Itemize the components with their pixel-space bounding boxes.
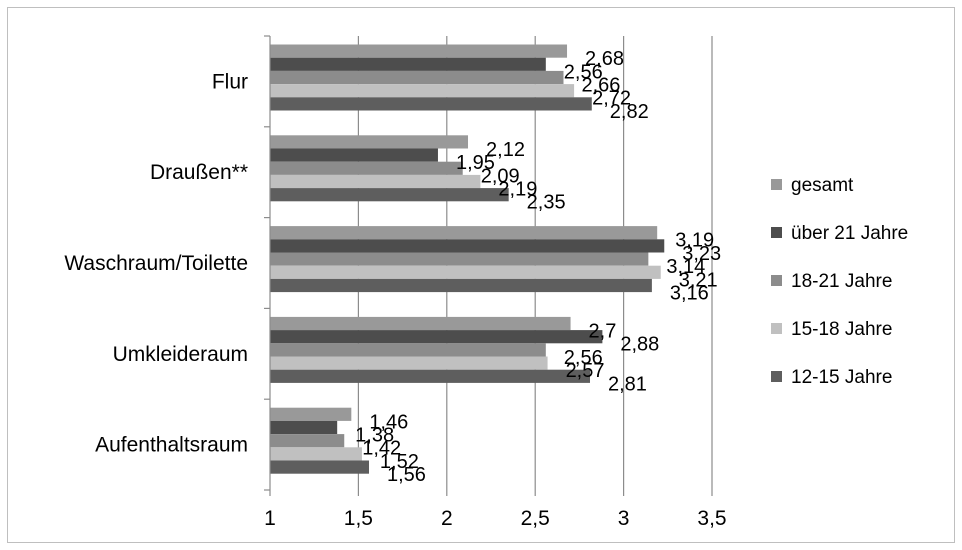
x-tick-label: 1,5	[344, 507, 373, 530]
data-label: 2,09	[481, 165, 520, 187]
legend-label: über 21 Jahre	[791, 223, 908, 244]
data-label: 2,81	[608, 373, 647, 395]
data-label: 2,66	[581, 75, 620, 97]
legend-swatch	[771, 179, 782, 190]
bar-2	[270, 434, 345, 448]
category-label: Waschraum/Toilette	[64, 252, 248, 275]
bar-4	[270, 369, 591, 383]
legend-label: gesamt	[791, 175, 854, 196]
data-label: 3,21	[679, 269, 718, 291]
category-label: Aufenthaltsraum	[95, 434, 248, 457]
bar-1	[270, 148, 438, 162]
x-tick-label: 2,5	[521, 507, 550, 530]
axes: 1 1,5 2 2,5 3 3,5FlurDraußen**Waschraum/Toile…	[64, 35, 727, 530]
bar-3	[270, 265, 661, 279]
bar-3	[270, 447, 362, 461]
bar-1	[270, 420, 338, 435]
data-label: 2,57	[566, 360, 605, 382]
category-label: Flur	[212, 70, 248, 93]
legend-label: 15-18 Jahre	[791, 319, 892, 340]
x-tick-label: 1	[264, 507, 276, 530]
bar-2	[270, 70, 564, 85]
x-tick-label: 3	[618, 507, 630, 530]
bar-2	[270, 343, 546, 357]
data-label: 2,7	[589, 321, 617, 343]
data-label: 3,23	[682, 243, 721, 265]
bar-4	[270, 460, 370, 474]
bar-2	[270, 161, 463, 175]
data-label: 1,46	[369, 411, 408, 433]
data-label: 2,19	[498, 179, 537, 201]
bar-1	[270, 57, 546, 71]
bar-0	[270, 226, 658, 240]
legend-label: 18-21 Jahre	[791, 271, 892, 292]
data-label: 2,82	[610, 101, 649, 123]
data-label: 1,95	[456, 152, 495, 174]
bar-4	[270, 278, 652, 293]
data-label: 2,56	[564, 61, 603, 83]
legend-swatch	[771, 371, 782, 382]
data-labels: 2,682,562,662,722,822,121,952,092,192,35…	[355, 48, 721, 486]
legend-swatch	[771, 275, 782, 286]
data-label: 1,38	[355, 425, 394, 447]
data-label: 2,88	[620, 334, 659, 356]
bar-4	[270, 97, 592, 111]
data-label: 2,68	[585, 48, 624, 70]
bar-0	[270, 135, 469, 149]
bar-3	[270, 174, 481, 189]
data-label: 2,56	[564, 347, 603, 369]
bar-3	[270, 84, 575, 98]
legend: gesamt über 21 Jahre 18-21 Jahre 15-18 Jahr…	[771, 175, 908, 388]
bar-2	[270, 252, 649, 266]
legend-label: 12-15 Jahre	[791, 367, 892, 388]
data-label: 1,56	[387, 464, 426, 486]
data-label: 1,42	[362, 438, 401, 460]
data-label: 2,72	[592, 88, 631, 110]
x-tick-label: 2	[441, 507, 453, 530]
data-label: 3,14	[666, 256, 705, 278]
data-label: 2,35	[527, 192, 566, 214]
data-label: 3,19	[675, 230, 714, 252]
x-tick-label: 3,5	[697, 507, 726, 530]
category-label: Umkleideraum	[113, 343, 248, 366]
bar-0	[270, 316, 571, 331]
bar-3	[270, 356, 548, 370]
bar-0	[270, 44, 568, 58]
bar-0	[270, 407, 352, 421]
data-label: 3,16	[670, 283, 709, 305]
bar-1	[270, 239, 665, 253]
data-label: 2,12	[486, 139, 525, 161]
bar-1	[270, 330, 603, 344]
bar-4	[270, 188, 509, 202]
category-label: Draußen**	[150, 161, 248, 184]
bars	[270, 44, 665, 474]
legend-swatch	[771, 323, 782, 334]
data-label: 1,52	[380, 451, 419, 473]
legend-swatch	[771, 227, 782, 238]
